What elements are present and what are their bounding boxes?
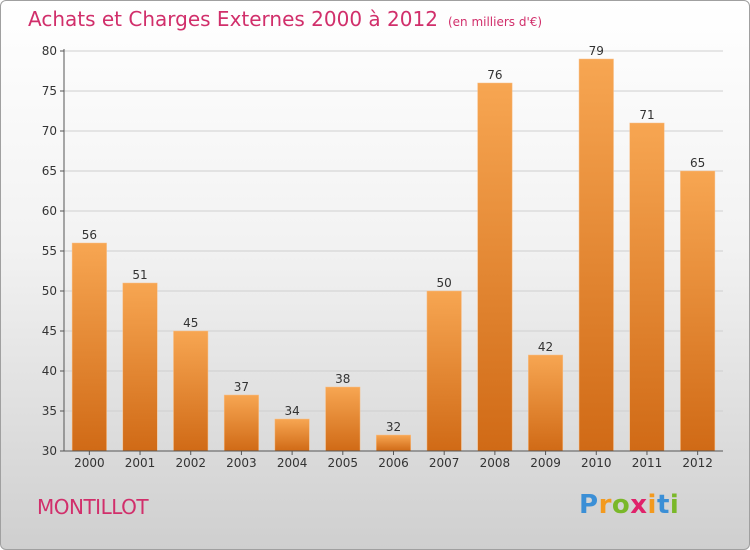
chart-title-text: Achats et Charges Externes 2000 à 2012 — [28, 7, 438, 31]
bar — [477, 82, 513, 452]
bar — [274, 418, 310, 452]
bar-value-label: 65 — [690, 156, 705, 170]
brand-logo-letter: t — [656, 490, 670, 520]
x-tick-label: 2008 — [480, 456, 511, 470]
axes: 30 35 40 45 50 55 60 65 70 75 80 2000 2001 2002 2003 20… — [42, 44, 723, 470]
chart-subtitle: (en milliers d'€) — [447, 15, 543, 29]
bar-value-label: 38 — [335, 372, 350, 386]
y-tick-label: 80 — [42, 44, 57, 58]
bar-value-label: 76 — [487, 68, 502, 82]
bar — [325, 386, 361, 452]
bar-value-label: 45 — [183, 316, 198, 330]
y-tick-label: 55 — [42, 244, 57, 258]
location-label: MONTILLOT — [37, 495, 149, 519]
bar — [578, 58, 614, 452]
x-tick-label: 2010 — [581, 456, 612, 470]
bar-value-label: 79 — [589, 44, 604, 58]
bar — [426, 290, 462, 452]
bar-value-label: 50 — [437, 276, 452, 290]
x-tick-label: 2011 — [632, 456, 663, 470]
bar-value-label: 34 — [284, 404, 299, 418]
bars: 56 51 45 37 34 38 32 50 76 42 79 71 65 — [71, 44, 716, 452]
x-tick-label: 2005 — [328, 456, 359, 470]
brand-logo-letter: r — [598, 490, 612, 520]
chart-title: Achats et Charges Externes 2000 à 2012 (e… — [28, 7, 542, 31]
brand-logo-letter: x — [630, 490, 648, 520]
x-tick-label: 2006 — [378, 456, 409, 470]
bar-value-label: 51 — [132, 268, 147, 282]
bar — [680, 170, 716, 452]
x-tick-label: 2012 — [682, 456, 713, 470]
bar-value-label: 56 — [82, 228, 97, 242]
bar-value-label: 42 — [538, 340, 553, 354]
bar — [629, 122, 665, 452]
brand-logo: Proxiti — [579, 490, 679, 520]
y-tick-label: 50 — [42, 284, 57, 298]
bar — [223, 394, 259, 452]
y-tick-label: 45 — [42, 324, 57, 338]
bar — [71, 242, 107, 452]
bar — [122, 282, 158, 452]
brand-logo-letter: i — [669, 490, 680, 520]
y-tick-label: 65 — [42, 164, 57, 178]
bar — [173, 330, 209, 452]
grid-lines — [64, 50, 723, 412]
y-tick-label: 60 — [42, 204, 57, 218]
x-tick-label: 2004 — [277, 456, 308, 470]
brand-logo-letter: o — [611, 490, 631, 520]
y-tick-label: 75 — [42, 84, 57, 98]
x-tick-label: 2001 — [125, 456, 156, 470]
brand-logo-letter: P — [579, 490, 599, 520]
y-tick-label: 30 — [42, 444, 57, 458]
y-tick-label: 35 — [42, 404, 57, 418]
x-tick-label: 2009 — [530, 456, 561, 470]
x-tick-label: 2007 — [429, 456, 460, 470]
bar — [528, 354, 564, 452]
x-tick-label: 2000 — [74, 456, 105, 470]
bar-value-label: 71 — [639, 108, 654, 122]
bar-value-label: 37 — [234, 380, 249, 394]
y-tick-label: 70 — [42, 124, 57, 138]
bar-value-label: 32 — [386, 420, 401, 434]
x-tick-label: 2002 — [175, 456, 206, 470]
y-tick-label: 40 — [42, 364, 57, 378]
brand-logo-letter: i — [647, 490, 657, 520]
x-tick-label: 2003 — [226, 456, 257, 470]
bar — [376, 434, 411, 452]
